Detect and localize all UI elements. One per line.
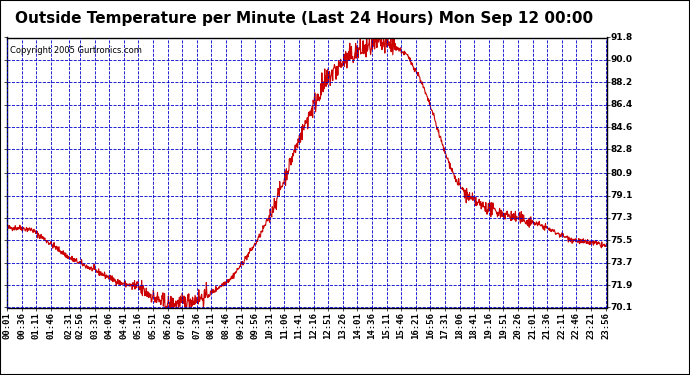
Text: 80.9: 80.9 — [611, 169, 633, 178]
Text: 90.0: 90.0 — [611, 56, 633, 64]
Text: Outside Temperature per Minute (Last 24 Hours) Mon Sep 12 00:00: Outside Temperature per Minute (Last 24 … — [14, 11, 593, 26]
Text: 88.2: 88.2 — [611, 78, 633, 87]
Text: 70.1: 70.1 — [611, 303, 633, 312]
Text: 71.9: 71.9 — [611, 280, 633, 290]
Text: 75.5: 75.5 — [611, 236, 633, 245]
Text: 73.7: 73.7 — [611, 258, 633, 267]
Text: 77.3: 77.3 — [611, 213, 633, 222]
Text: Copyright 2005 Gurtronics.com: Copyright 2005 Gurtronics.com — [10, 46, 141, 55]
Text: 84.6: 84.6 — [611, 123, 633, 132]
Text: 91.8: 91.8 — [611, 33, 633, 42]
Text: 82.8: 82.8 — [611, 145, 633, 154]
Text: 86.4: 86.4 — [611, 100, 633, 109]
Text: 79.1: 79.1 — [611, 191, 633, 200]
